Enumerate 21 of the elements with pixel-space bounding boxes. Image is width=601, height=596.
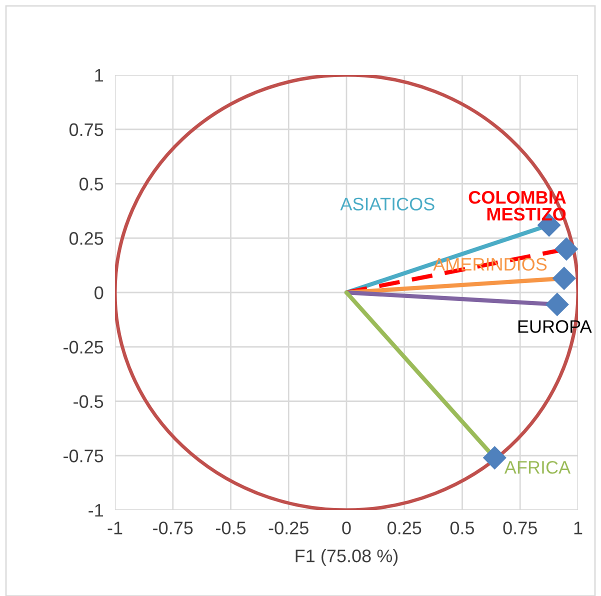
x-tick-label: 0.75 (503, 522, 537, 534)
x-tick-label: -1 (108, 522, 122, 534)
y-tick-label: 0.25 (69, 232, 104, 245)
x-tick-label: 0 (342, 522, 351, 534)
text: ASIATICOS (340, 198, 434, 210)
x-tick-label: 0.5 (450, 522, 474, 534)
x-tick-label: -0.25 (268, 522, 308, 534)
x-tick-label: -0.75 (153, 522, 193, 534)
y-tick-label: -0.25 (64, 340, 104, 354)
x-tick-label: -0.5 (216, 522, 246, 534)
x-axis-title: F1 (75.08 %) (296, 549, 398, 566)
y-tick-label: 1 (95, 69, 104, 82)
x-tick-label: 0.25 (388, 522, 422, 534)
y-tick-label: 0 (94, 286, 104, 300)
y-tick-label: -0.5 (74, 395, 104, 408)
y-tick-label: -1 (88, 504, 104, 517)
y-tick-label: 0.75 (69, 123, 104, 136)
y-tick-label: 0.5 (79, 178, 104, 190)
y-tick-label: -0.75 (64, 450, 104, 462)
x-tick-label: 1 (574, 522, 582, 534)
series-label: AFRICA (504, 460, 571, 474)
